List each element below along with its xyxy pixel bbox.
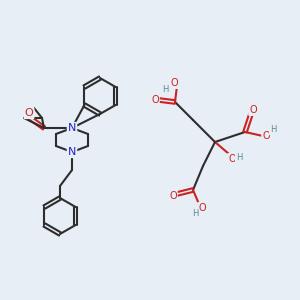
Text: O: O — [170, 78, 178, 88]
Text: O: O — [169, 191, 177, 201]
Text: H: H — [270, 125, 276, 134]
Text: H: H — [162, 85, 168, 94]
Text: O: O — [198, 203, 206, 213]
Text: N: N — [68, 147, 76, 157]
Text: O: O — [249, 105, 257, 115]
Text: O: O — [262, 131, 270, 141]
Text: H: H — [236, 152, 242, 161]
Text: O: O — [228, 154, 236, 164]
Text: H: H — [192, 209, 198, 218]
Text: N: N — [68, 123, 76, 133]
Text: O: O — [25, 108, 33, 118]
Text: O: O — [151, 95, 159, 105]
